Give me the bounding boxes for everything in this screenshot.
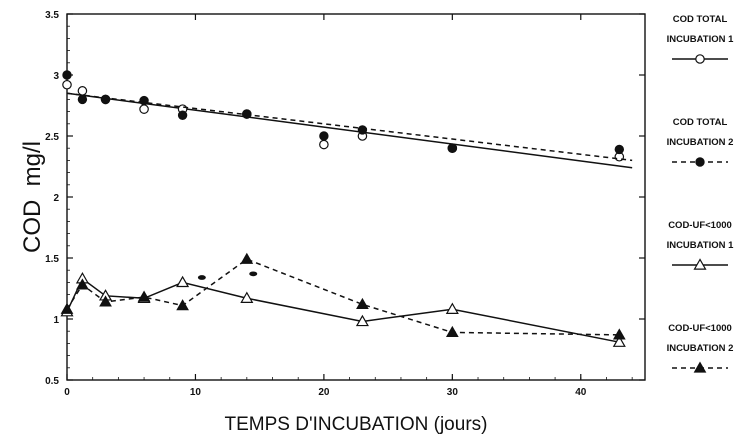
y-axis-title: COD mg/l: [19, 141, 46, 253]
y-tick-label: 2: [53, 193, 59, 204]
legend-label-line-1: COD-UF<1000: [668, 220, 732, 231]
x-tick-label: 0: [64, 387, 70, 398]
legend-marker-sample: [693, 258, 707, 270]
series-4-point: [176, 299, 189, 311]
series-4-point: [240, 252, 254, 264]
legend-label-line-2: INCUBATION 2: [667, 137, 734, 148]
series-4-point: [445, 325, 459, 338]
x-tick-label: 20: [318, 387, 330, 398]
legend-label-line-2: INCUBATION 1: [667, 240, 735, 251]
series-4: [60, 252, 626, 340]
series-2-point: [447, 143, 458, 153]
x-tick-label: 40: [575, 387, 587, 398]
legend-label-line-2: INCUBATION 2: [667, 343, 734, 354]
series-3-point: [240, 291, 254, 303]
series-3: [60, 272, 626, 347]
series-1-point: [319, 139, 329, 150]
series-4-point: [137, 290, 151, 302]
legend-entry-3: COD-UF<1000 INCUBATION 1: [667, 220, 735, 270]
series-3-line: [66, 277, 620, 343]
series-2-point: [77, 94, 88, 105]
series-4-line: [66, 258, 620, 336]
plot-frame: [66, 13, 646, 381]
y-tick-label: 0.5: [45, 376, 59, 387]
series-4-point: [356, 297, 369, 309]
series-2-point: [357, 125, 368, 135]
legend-label-line-2: INCUBATION 1: [667, 34, 735, 45]
y-tick-label: 1.5: [45, 254, 59, 265]
series-1: [62, 79, 633, 169]
legend-entry-4: COD-UF<1000 INCUBATION 2: [667, 323, 734, 373]
legend: COD TOTAL INCUBATION 1 COD TOTAL INCUBATION…: [667, 14, 735, 373]
series-2-point: [614, 144, 625, 155]
stray-mark: [249, 271, 258, 277]
series-3-point: [176, 275, 190, 288]
x-tick-label: 10: [190, 387, 202, 398]
series-2-point: [100, 94, 111, 105]
legend-marker-sample: [695, 54, 705, 64]
legend-marker-sample: [693, 361, 707, 373]
axes: 0.5 1 1.5 2 2.5 3 3.5 0 10 20 30 40 TEMPS D'INCUBATI…: [19, 10, 646, 435]
y-tick-label: 3: [53, 71, 59, 82]
series-4-point: [76, 278, 89, 290]
series-2-fit-line: [66, 92, 633, 162]
series-2-point: [177, 110, 188, 120]
series-2-point: [242, 109, 252, 119]
series-2-point: [62, 70, 72, 80]
series-layer: [60, 70, 633, 347]
series-3-point: [612, 335, 626, 347]
legend-label-line-1: COD-UF<1000: [668, 323, 732, 334]
series-1-point: [62, 79, 72, 90]
series-1-point: [77, 86, 88, 96]
y-tick-label: 2.5: [45, 132, 59, 143]
stray-mark: [197, 275, 206, 280]
y-tick-label: 3.5: [45, 10, 59, 21]
legend-label-line-1: COD TOTAL: [673, 14, 728, 25]
series-3-point: [445, 302, 459, 314]
legend-entry-2: COD TOTAL INCUBATION 2: [667, 117, 734, 167]
series-1-point: [139, 104, 149, 114]
x-tick-label: 30: [447, 387, 459, 398]
series-4-point: [60, 302, 74, 314]
series-1-fit-line: [66, 92, 633, 169]
series-4-point: [612, 328, 626, 340]
series-2-point: [139, 95, 149, 106]
legend-label-line-1: COD TOTAL: [673, 117, 728, 128]
y-tick-label: 1: [53, 315, 59, 326]
legend-entry-1: COD TOTAL INCUBATION 1: [667, 14, 735, 64]
x-axis-title: TEMPS D'INCUBATION (jours): [225, 414, 488, 435]
series-2-point: [319, 131, 329, 141]
series-3-point: [355, 314, 369, 327]
series-4-point: [99, 295, 112, 307]
legend-marker-sample: [695, 157, 705, 167]
series-2: [62, 70, 633, 162]
